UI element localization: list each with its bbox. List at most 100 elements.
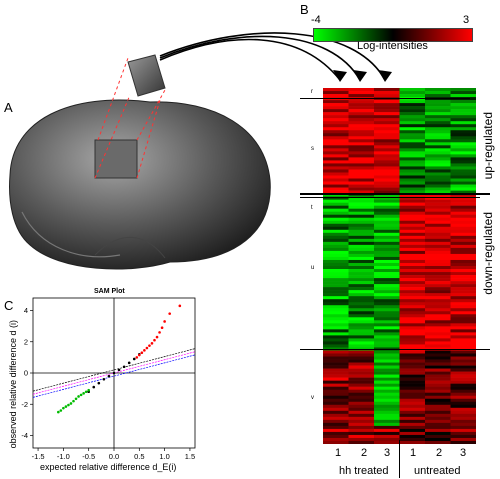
sam-data-point xyxy=(153,338,156,342)
heatmap-cell xyxy=(399,262,426,267)
heatmap-cell xyxy=(425,130,451,134)
heatmap-cell xyxy=(374,154,400,158)
heatmap-cell xyxy=(323,344,349,348)
heatmap-cell xyxy=(323,299,349,303)
sam-x-tick-label: 1.5 xyxy=(185,452,195,461)
heatmap-cell xyxy=(348,208,375,212)
heatmap-cell xyxy=(425,305,451,309)
sam-data-point xyxy=(138,353,141,357)
heatmap-cell xyxy=(425,121,451,125)
heatmap-cell xyxy=(348,284,375,288)
magnified-region xyxy=(94,139,138,179)
heatmap-cell xyxy=(348,401,375,406)
heatmap-cell xyxy=(348,241,375,246)
heatmap-cell xyxy=(399,112,426,116)
heatmap-cell xyxy=(348,269,375,273)
heatmap-cell xyxy=(450,190,476,194)
heatmap-cell xyxy=(399,308,426,312)
heatmap-cell xyxy=(425,416,451,421)
heatmap-cell xyxy=(374,187,400,191)
heatmap-cell xyxy=(348,287,375,291)
heatmap-cell xyxy=(323,208,349,212)
heatmap-cell xyxy=(399,160,426,164)
heatmap-cell xyxy=(425,323,451,327)
heatmap-cell xyxy=(323,145,349,149)
heatmap-cell xyxy=(348,290,375,294)
heatmap-cell xyxy=(450,272,476,276)
heatmap-cell xyxy=(323,335,349,339)
heatmap-cell xyxy=(348,410,375,415)
heatmap-cell xyxy=(374,425,400,430)
heatmap-cell xyxy=(450,353,476,357)
heatmap-cell xyxy=(450,136,476,140)
heatmap-cell xyxy=(348,365,375,369)
heatmap-cell xyxy=(450,118,476,122)
sam-data-point xyxy=(64,405,68,408)
heatmap-cell xyxy=(425,350,451,354)
heatmap-cell xyxy=(399,157,426,161)
sam-y-tick-label: 0 xyxy=(24,369,28,378)
sam-x-tick-label: 0.5 xyxy=(134,452,144,461)
heatmap-cell xyxy=(399,229,426,234)
heatmap-cell xyxy=(425,199,451,203)
heatmap-cell xyxy=(374,184,400,188)
condition-label-untreated: untreated xyxy=(414,465,461,477)
heatmap-cell xyxy=(399,205,426,209)
organism-body xyxy=(9,99,271,270)
heatmap-cell xyxy=(323,272,349,276)
heatmap-cell xyxy=(374,148,400,152)
heatmap-cell xyxy=(450,151,476,155)
heatmap-cell xyxy=(323,118,349,122)
heatmap-cell xyxy=(323,187,349,191)
heatmap-cell xyxy=(450,284,476,288)
heatmap-cell xyxy=(399,299,426,303)
sam-data-point xyxy=(127,361,131,365)
heatmap-cell xyxy=(425,139,451,143)
heatmap-cell xyxy=(450,154,476,158)
heatmap-cell xyxy=(323,184,349,188)
heatmap-cell xyxy=(374,419,400,424)
sam-data-point xyxy=(97,381,101,385)
heatmap-cell xyxy=(450,235,476,240)
heatmap-cell xyxy=(374,320,400,324)
heatmap-cell xyxy=(348,434,375,439)
heatmap-cell xyxy=(425,311,451,315)
colorbar-min-label: -4 xyxy=(311,14,321,26)
heatmap-cell xyxy=(374,368,400,372)
heatmap-cell xyxy=(450,341,476,345)
heatmap-cell xyxy=(348,314,375,318)
heatmap-cell xyxy=(425,362,451,366)
heatmap-cell xyxy=(450,232,476,237)
heatmap-cell xyxy=(450,148,476,152)
heatmap-cell xyxy=(348,368,375,372)
heatmap-cell xyxy=(323,211,349,216)
heatmap-cell xyxy=(323,362,349,366)
heatmap-cell xyxy=(374,166,400,170)
heatmap-cell xyxy=(323,217,349,222)
heatmap-cell xyxy=(374,220,400,225)
heatmap-cell xyxy=(399,371,426,375)
heatmap-cell xyxy=(425,383,451,387)
heatmap-cell xyxy=(450,109,476,113)
heatmap-cell xyxy=(425,217,451,222)
heatmap-cell xyxy=(374,160,400,164)
heatmap-cell xyxy=(450,275,476,279)
heatmap-cell xyxy=(374,278,400,282)
sam-data-point xyxy=(87,388,90,392)
sam-data-point xyxy=(62,406,65,410)
heatmap-cell xyxy=(399,187,426,191)
heatmap-cell xyxy=(323,302,349,306)
heatmap-cell xyxy=(425,356,451,360)
heatmap-cell xyxy=(450,407,476,412)
heatmap-cell xyxy=(374,317,400,321)
heatmap-cell xyxy=(323,223,349,228)
heatmap-cell xyxy=(425,232,451,237)
heatmap-cell xyxy=(348,118,375,122)
heatmap-cell xyxy=(425,365,451,369)
heatmap-cell xyxy=(374,434,400,439)
heatmap-cell xyxy=(374,284,400,288)
heatmap-cell xyxy=(323,232,349,237)
heatmap-cell xyxy=(348,235,375,240)
heatmap-cell xyxy=(374,431,400,436)
heatmap-cell xyxy=(399,250,426,255)
